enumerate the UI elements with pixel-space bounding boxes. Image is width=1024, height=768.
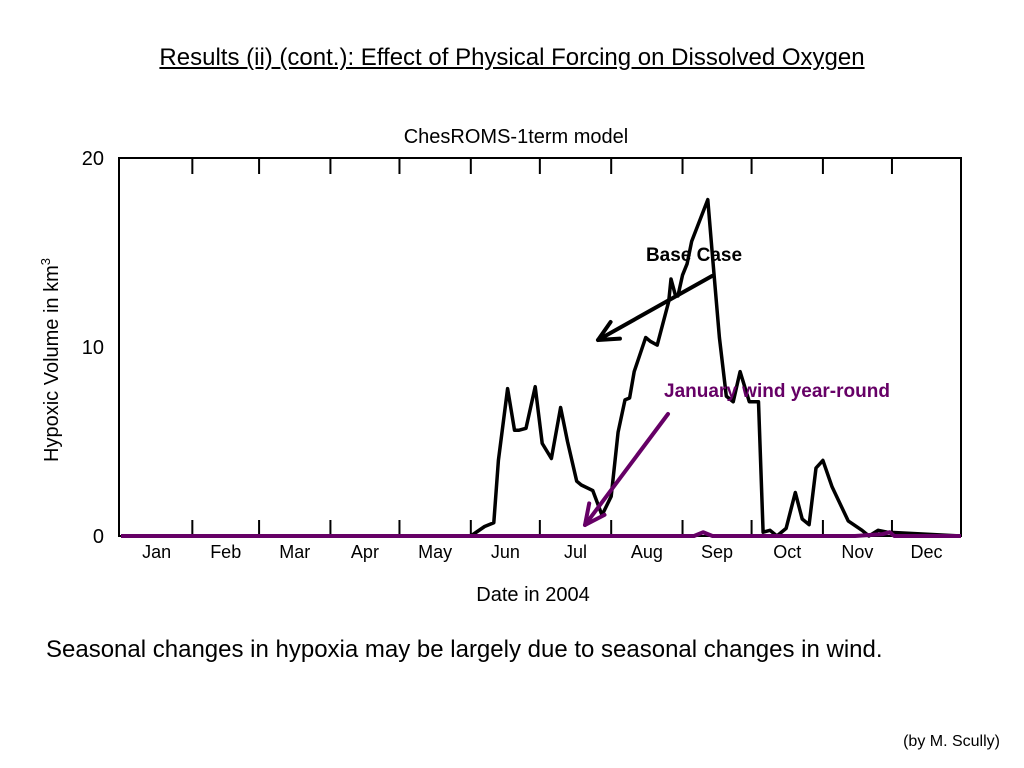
data-point: [484, 526, 485, 527]
plot-frame: [118, 157, 962, 537]
x-axis-label: Date in 2004: [476, 584, 589, 606]
data-point: [634, 371, 635, 372]
data-point: [535, 386, 536, 387]
x-tick-label: Jan: [142, 542, 171, 562]
x-tick-label: May: [418, 542, 452, 562]
annotation-arrow-base-case-head: [596, 319, 622, 342]
data-point: [650, 341, 651, 342]
y-axis-label: Hypoxic Volume in km3: [38, 258, 63, 462]
x-tick-label: Feb: [210, 542, 241, 562]
data-point: [618, 432, 619, 433]
y-tick-label: 10: [82, 337, 104, 359]
annotation-arrow-january-wind-head: [583, 501, 607, 527]
x-tick-label: Mar: [279, 542, 310, 562]
data-point: [961, 536, 962, 537]
data-point: [682, 275, 683, 276]
data-point: [578, 536, 579, 537]
data-point: [526, 428, 527, 429]
chart-title: ChesROMS-1term model: [404, 126, 629, 148]
data-point: [763, 532, 764, 533]
data-point: [707, 534, 708, 535]
data-point: [721, 536, 722, 537]
data-point: [769, 530, 770, 531]
takeaway-text: Seasonal changes in hypoxia may be large…: [46, 636, 883, 663]
x-tick-label: Sep: [701, 542, 733, 562]
x-tick-label: Jul: [564, 542, 587, 562]
data-point: [625, 399, 626, 400]
credit-text: (by M. Scully): [903, 733, 1000, 750]
data-point: [882, 534, 883, 535]
x-tick-label: Oct: [773, 542, 801, 562]
data-point: [894, 536, 895, 537]
data-point: [698, 534, 699, 535]
data-point: [809, 524, 810, 525]
y-tick-label: 0: [93, 526, 104, 548]
data-point: [740, 371, 741, 372]
data-point: [551, 458, 552, 459]
data-point: [889, 532, 890, 533]
annotation-january-wind: January wind year-round: [664, 381, 890, 402]
data-point: [832, 486, 833, 487]
data-point: [645, 337, 646, 338]
x-tick-label: Aug: [631, 542, 663, 562]
data-point: [576, 481, 577, 482]
data-point: [611, 496, 612, 497]
data-point: [717, 536, 718, 537]
data-point: [592, 490, 593, 491]
data-point: [514, 430, 515, 431]
data-point: [707, 199, 708, 200]
data-point: [493, 522, 494, 523]
data-point: [560, 407, 561, 408]
x-tick-label: Apr: [351, 542, 379, 562]
x-tick-label: Nov: [841, 542, 873, 562]
data-point: [542, 443, 543, 444]
data-point: [519, 430, 520, 431]
data-point: [802, 518, 803, 519]
y-tick-label: 20: [82, 148, 104, 170]
data-point: [855, 536, 856, 537]
annotation-base-case: Base Case: [646, 245, 742, 266]
data-point: [121, 536, 122, 537]
data-point: [694, 536, 695, 537]
data-point: [498, 460, 499, 461]
slide-title: Results (ii) (cont.): Effect of Physical…: [159, 44, 865, 71]
data-point: [795, 492, 796, 493]
data-point: [862, 530, 863, 531]
data-point: [581, 484, 582, 485]
data-point: [878, 530, 879, 531]
data-point: [629, 398, 630, 399]
data-point: [848, 520, 849, 521]
x-tick-label: Jun: [491, 542, 520, 562]
data-point: [691, 241, 692, 242]
data-point: [657, 345, 658, 346]
data-point: [719, 337, 720, 338]
data-point: [703, 532, 704, 533]
x-tick-label: Dec: [910, 542, 942, 562]
data-point: [671, 278, 672, 279]
series-line-january-wind: [121, 530, 961, 538]
y-axis-label-superscript: 3: [38, 258, 53, 265]
data-point: [786, 528, 787, 529]
annotation-arrow-base-case: [596, 274, 714, 342]
data-point: [507, 388, 508, 389]
series-line-base-case: [121, 197, 962, 538]
annotation-arrow-january-wind: [583, 412, 670, 527]
data-point: [822, 460, 823, 461]
hypoxic-volume-chart: ChesROMS-1term model Jan Feb Mar Apr May Jun Ju…: [38, 126, 962, 606]
data-point: [567, 441, 568, 442]
data-point: [816, 467, 817, 468]
data-point: [712, 536, 713, 537]
